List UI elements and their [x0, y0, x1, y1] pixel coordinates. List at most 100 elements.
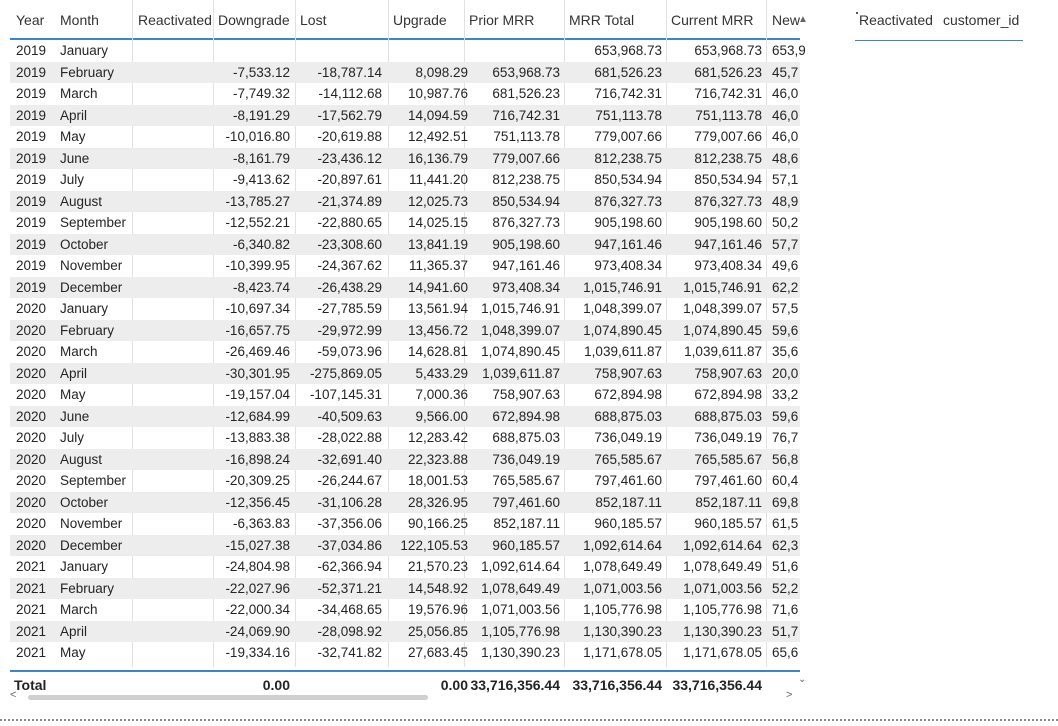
- table-row[interactable]: 2019 September -12,552.21 -22,880.65 14,025.…: [10, 212, 800, 234]
- chevron-left-icon[interactable]: <: [10, 689, 17, 701]
- chevron-right-icon[interactable]: >: [786, 689, 793, 701]
- cell-mrr-total: 1,071,003.56: [583, 580, 662, 596]
- secondary-table-header: Reactivated customer_id: [855, 0, 1023, 41]
- cell-mrr-total: 797,461.60: [594, 473, 662, 488]
- visual-border: [0, 719, 1058, 721]
- table-body: 2019 January 653,968.73 653,968.73 653,9 2019…: [10, 40, 806, 664]
- table-row[interactable]: 2020 December -15,027.38 -37,034.86 122,105.…: [10, 534, 800, 556]
- column-header-upgrade[interactable]: Upgrade: [393, 12, 447, 28]
- total-prior-mrr: 33,716,356.44: [470, 677, 560, 693]
- table-row[interactable]: 2021 March -22,000.34 -34,468.65 19,576.96 1,…: [10, 599, 800, 621]
- cell-year: 2019: [16, 236, 47, 252]
- table-row[interactable]: 2019 April -8,191.29 -17,562.79 14,094.59 716…: [10, 104, 800, 126]
- cell-prior-mrr: 812,238.75: [492, 172, 560, 187]
- cell-prior-mrr: 960,185.57: [492, 537, 560, 553]
- table-row[interactable]: 2020 February -16,657.75 -29,972.99 13,456.7…: [10, 319, 800, 341]
- cell-lost: -27,785.59: [317, 301, 382, 316]
- cell-downgrade: -26,469.46: [225, 344, 290, 359]
- column-header-customer-id[interactable]: customer_id: [943, 12, 1020, 28]
- cell-current-mrr: 716,742.31: [694, 86, 762, 101]
- column-header-reactivated-2[interactable]: Reactivated: [859, 12, 933, 28]
- cell-mrr-total: 1,015,746.91: [583, 279, 662, 295]
- table-row[interactable]: 2020 April -30,301.95 -275,869.05 5,433.29 1,…: [10, 362, 800, 384]
- cell-downgrade: -9,413.62: [232, 172, 290, 187]
- cell-upgrade: 8,098.29: [415, 64, 468, 80]
- cell-prior-mrr: 688,875.03: [492, 430, 560, 445]
- cell-current-mrr: 812,238.75: [694, 150, 762, 166]
- cell-current-mrr: 905,198.60: [694, 215, 762, 230]
- cell-month: December: [60, 279, 123, 295]
- cell-new: 35,6: [772, 344, 799, 359]
- cell-upgrade: 14,548.92: [407, 580, 468, 596]
- caret-down-icon[interactable]: ⌄: [798, 674, 807, 685]
- cell-prior-mrr: 751,113.78: [493, 129, 560, 144]
- table-row[interactable]: 2021 February -22,027.96 -52,371.21 14,548.9…: [10, 577, 800, 599]
- column-header-downgrade[interactable]: Downgrade: [218, 12, 290, 28]
- table-row[interactable]: 2020 September -20,309.25 -26,244.67 18,001.…: [10, 470, 800, 492]
- cell-current-mrr: 1,048,399.07: [683, 301, 762, 316]
- table-row[interactable]: 2021 January -24,804.98 -62,366.94 21,570.23…: [10, 556, 800, 578]
- table-row[interactable]: 2019 July -9,413.62 -20,897.61 11,441.20 812,…: [10, 169, 800, 191]
- table-row[interactable]: 2019 October -6,340.82 -23,308.60 13,841.19 9…: [10, 233, 800, 255]
- column-header-reactivated[interactable]: Reactivated: [138, 12, 212, 28]
- cell-prior-mrr: 905,198.60: [492, 236, 560, 252]
- cell-prior-mrr: 1,078,649.49: [481, 580, 560, 596]
- cell-current-mrr: 1,015,746.91: [683, 279, 762, 295]
- cell-new: 49,6: [772, 258, 799, 273]
- table-row[interactable]: 2019 August -13,785.27 -21,374.89 12,025.73 8…: [10, 190, 800, 212]
- cell-downgrade: -20,309.25: [225, 473, 290, 488]
- caret-up-icon[interactable]: ▲: [798, 14, 808, 25]
- table-row[interactable]: 2019 January 653,968.73 653,968.73 653,9: [10, 40, 806, 62]
- table-row[interactable]: 2020 October -12,356.45 -31,106.28 28,326.95…: [10, 491, 800, 513]
- table-row[interactable]: 2019 February -7,533.12 -18,787.14 8,098.29 6…: [10, 61, 800, 83]
- column-header-current-mrr[interactable]: Current MRR: [671, 12, 754, 28]
- scrollbar-thumb[interactable]: [28, 695, 428, 700]
- matrix-table: Year Month Reactivated Downgrade Lost Up…: [10, 0, 810, 703]
- table-row[interactable]: 2019 June -8,161.79 -23,436.12 16,136.79 779,…: [10, 147, 800, 169]
- column-header-mrr-total[interactable]: MRR Total: [569, 12, 635, 28]
- cell-current-mrr: 947,161.46: [694, 236, 762, 252]
- column-header-month[interactable]: Month: [60, 12, 99, 28]
- cell-new: 653,9: [772, 43, 806, 58]
- cell-upgrade: 13,456.72: [407, 322, 468, 338]
- table-row[interactable]: 2021 May -19,334.16 -32,741.82 27,683.45 1,13…: [10, 642, 800, 664]
- cell-lost: -52,371.21: [317, 580, 382, 596]
- cell-downgrade: -22,027.96: [225, 580, 290, 596]
- table-row[interactable]: 2019 May -10,016.80 -20,619.88 12,492.51 751,…: [10, 126, 800, 148]
- table-row[interactable]: 2020 June -12,684.99 -40,509.63 9,566.00 672,…: [10, 405, 800, 427]
- table-row[interactable]: 2020 July -13,883.38 -28,022.88 12,283.42 688…: [10, 427, 800, 449]
- table-row[interactable]: 2020 November -6,363.83 -37,356.06 90,166.25…: [10, 513, 800, 535]
- column-header-year[interactable]: Year: [16, 12, 45, 28]
- cell-downgrade: -12,552.21: [225, 215, 290, 230]
- table-row[interactable]: 2020 March -26,469.46 -59,073.96 14,628.81 1,…: [10, 341, 800, 363]
- table-row[interactable]: 2020 August -16,898.24 -32,691.40 22,323.88 7…: [10, 448, 800, 470]
- cell-lost: -21,374.89: [317, 193, 382, 209]
- cell-downgrade: -8,161.79: [232, 150, 290, 166]
- table-row[interactable]: 2020 January -10,697.34 -27,785.59 13,561.94…: [10, 298, 800, 320]
- column-header-new[interactable]: New: [772, 12, 801, 28]
- cell-upgrade: 22,323.88: [407, 451, 468, 467]
- cell-downgrade: -13,883.38: [225, 430, 290, 445]
- table-row[interactable]: 2019 December -8,423.74 -26,438.29 14,941.60…: [10, 276, 800, 298]
- table-row[interactable]: 2020 May -19,157.04 -107,145.31 7,000.36 758,…: [10, 384, 800, 406]
- table-row[interactable]: 2021 April -24,069.90 -28,098.92 25,056.85 1,…: [10, 620, 800, 642]
- column-header-lost[interactable]: Lost: [300, 12, 327, 28]
- cell-year: 2020: [16, 516, 47, 531]
- cell-lost: -20,619.88: [317, 129, 382, 144]
- cell-current-mrr: 876,327.73: [694, 193, 762, 209]
- table-row[interactable]: 2019 November -10,399.95 -24,367.62 11,365.3…: [10, 255, 800, 277]
- cell-year: 2019: [16, 43, 47, 58]
- cell-upgrade: 14,628.81: [407, 344, 468, 359]
- cell-lost: -34,468.65: [317, 602, 382, 617]
- cell-prior-mrr: 1,015,746.91: [481, 301, 560, 316]
- column-header-prior-mrr[interactable]: Prior MRR: [469, 12, 535, 28]
- horizontal-scrollbar[interactable]: < >: [10, 689, 800, 702]
- cell-mrr-total: 716,742.31: [594, 86, 662, 101]
- cell-prior-mrr: 1,130,390.23: [481, 645, 560, 660]
- cell-prior-mrr: 672,894.98: [492, 408, 560, 424]
- cell-lost: -22,880.65: [317, 215, 382, 230]
- table-row[interactable]: 2019 March -7,749.32 -14,112.68 10,987.76 681…: [10, 83, 800, 105]
- cell-current-mrr: 1,078,649.49: [683, 559, 762, 574]
- cell-downgrade: -8,191.29: [232, 107, 290, 123]
- cell-month: November: [60, 516, 123, 531]
